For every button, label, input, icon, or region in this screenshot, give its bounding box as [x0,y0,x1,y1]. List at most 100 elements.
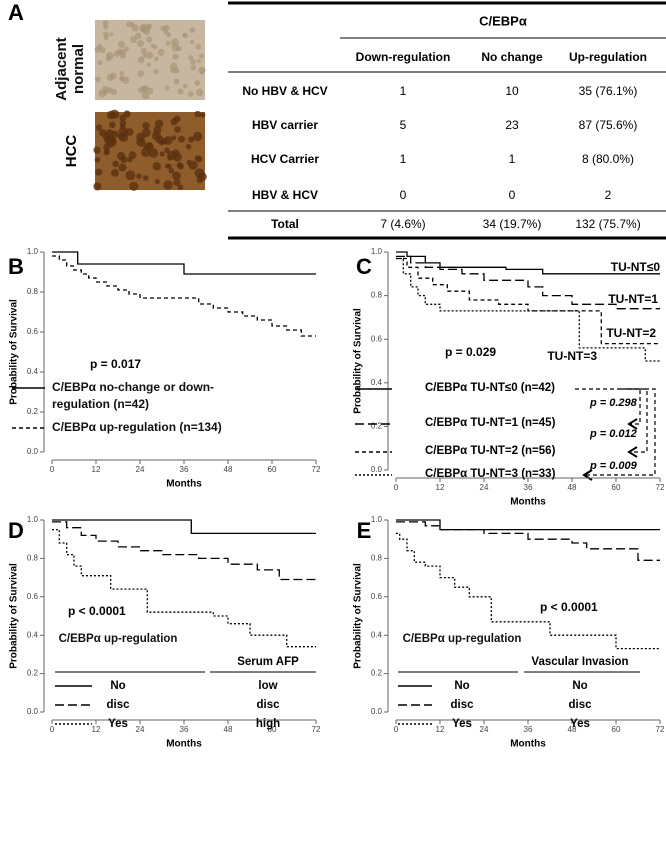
nucleus [160,25,166,32]
nucleus [117,151,126,160]
nucleus [142,121,150,130]
nucleus [192,131,203,142]
table-cell: 35 (76.1%) [579,84,638,98]
x-tick-label: 24 [136,725,145,734]
nucleus [150,43,155,48]
nucleus [186,159,192,165]
x-axis-label: Months [166,739,202,750]
annotation: p < 0.0001 [68,604,126,618]
survival-curve [52,519,316,535]
nucleus [140,47,147,54]
nucleus [119,123,126,130]
table-cell: 23 [505,118,519,132]
x-tick-label: 72 [656,725,665,734]
nucleus [94,157,101,163]
nucleus [146,62,152,67]
annotation: p = 0.298 [589,397,638,409]
nucleus [137,56,145,64]
y-tick-label: 0.0 [371,707,383,716]
nucleus [171,43,180,52]
table-cell: 2 [605,188,612,202]
nucleus [143,175,149,181]
x-tick-label: 12 [436,725,445,734]
nucleus [136,40,145,48]
nucleus [94,76,101,83]
nucleus [169,62,178,71]
x-tick-label: 0 [394,483,399,492]
survival-curve [396,255,660,310]
nucleus [146,87,154,95]
nucleus [119,70,125,76]
nucleus [148,148,159,158]
legend-label: Yes [452,718,472,730]
legend-label: C/EBPα TU-NT≤0 (n=42) [425,382,555,394]
y-axis-label: Probability of Survival [353,308,364,414]
legend-label: high [256,718,280,730]
nucleus [141,91,150,100]
nucleus [182,32,188,39]
y-tick-label: 0.6 [27,327,39,336]
nucleus [143,143,151,151]
nucleus [145,36,153,43]
nucleus [112,160,119,168]
column-header: No change [481,50,543,64]
nucleus [118,132,129,142]
survival-curve [52,528,316,648]
nucleus [185,143,192,150]
y-tick-label: 0.6 [371,334,383,343]
nucleus [167,155,173,161]
survival-curve [52,251,316,275]
table-cell: 87 (75.6%) [579,118,638,132]
legend-label: C/EBPα TU-NT=2 (n=56) [425,445,556,457]
nucleus [123,46,129,52]
nucleus [165,163,171,169]
y-tick-label: 0.2 [371,422,383,431]
nucleus [171,38,180,47]
nucleus [166,32,172,38]
nucleus [145,51,154,60]
nucleus [106,110,116,120]
panel-label: C [356,254,372,279]
bracket [620,388,641,425]
nucleus [189,40,195,45]
y-tick-label: 0.0 [27,707,39,716]
nucleus [164,147,170,154]
x-tick-label: 0 [50,465,55,474]
nucleus [163,136,173,145]
y-tick-label: 0.4 [371,378,383,387]
nucleus [106,73,115,82]
image-label: HCC [63,135,80,168]
y-tick-label: 0.0 [27,447,39,456]
nucleus [117,40,125,49]
survival-curve [396,519,660,531]
column-header: Up-regulation [569,50,647,64]
nucleus [103,24,109,30]
annotation: p = 0.017 [90,357,141,371]
nucleus [108,121,116,129]
nucleus [111,168,119,177]
survival-curve [396,257,660,362]
table-cell: 0 [400,188,407,202]
x-tick-label: 60 [268,725,277,734]
nucleus [168,167,174,174]
legend-label: C/EBPα TU-NT=3 (n=33) [425,468,556,480]
curve-label: TU-NT=1 [608,292,658,306]
x-tick-label: 72 [312,465,321,474]
nucleus [190,59,196,65]
y-tick-label: 0.2 [27,669,39,678]
legend-label: C/EBPα no-change or down-regulation (n=4… [52,380,215,411]
annotation: p = 0.009 [589,460,638,472]
panel-label: B [8,254,24,279]
legend-label: Yes [108,718,128,730]
nucleus [125,170,136,181]
nucleus [93,146,101,154]
x-axis-label: Months [510,497,546,508]
nucleus [159,151,165,157]
row-label: No HBV & HCV [242,84,327,98]
comparison-brackets [575,388,656,476]
nucleus [110,88,118,96]
y-tick-label: 1.0 [27,515,39,524]
panel-label: D [8,518,24,543]
nucleus [182,83,188,89]
